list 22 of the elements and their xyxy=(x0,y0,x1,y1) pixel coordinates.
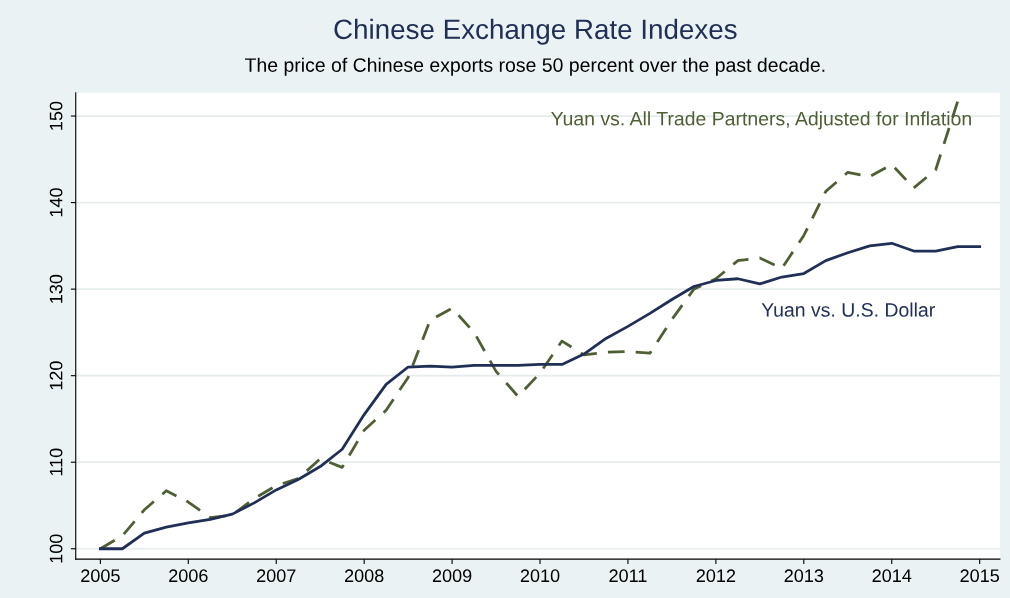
x-tick-label: 2010 xyxy=(520,569,560,583)
x-tick-label: 2007 xyxy=(257,569,296,583)
y-tick-label: 110 xyxy=(49,448,63,476)
y-tick-label: 100 xyxy=(49,534,63,563)
x-tick-label: 2009 xyxy=(432,569,472,583)
line-series xyxy=(98,241,982,551)
y-tick-label: 150 xyxy=(49,101,63,130)
series-label: Yuan vs. All Trade Partners, Adjusted for Inflation xyxy=(551,111,971,130)
chart-subtitle: The price of Chinese exports rose 50 percent over the past decade. xyxy=(245,57,825,76)
x-tick-label: 2013 xyxy=(784,569,824,583)
y-tick-label: 130 xyxy=(49,274,63,303)
x-tick-label: 2011 xyxy=(609,569,647,583)
x-tick-label: 2006 xyxy=(169,569,208,583)
y-tick-label: 140 xyxy=(49,188,63,217)
x-tick-label: 2012 xyxy=(696,569,736,583)
series-label: Yuan vs. U.S. Dollar xyxy=(761,302,935,317)
x-tick-label: 2008 xyxy=(344,569,384,583)
y-tick-label: 120 xyxy=(49,361,63,390)
x-tick-label: 2014 xyxy=(872,569,912,583)
x-tick-label: 2005 xyxy=(81,569,120,583)
x-tick-label: 2015 xyxy=(960,569,999,583)
chart-title: Chinese Exchange Rate Indexes xyxy=(334,18,737,45)
